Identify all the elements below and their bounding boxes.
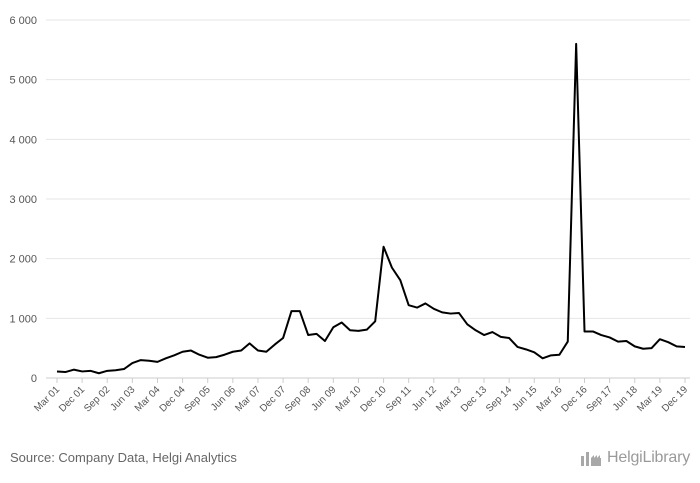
helgi-library-logo[interactable]: HelgiLibrary (579, 448, 690, 468)
x-tick-label: Dec 16 (559, 384, 589, 414)
x-tick-label: Jun 15 (510, 384, 539, 413)
y-tick-label: 5 000 (9, 75, 37, 87)
x-tick-label: Dec 04 (158, 384, 188, 414)
series-line (56, 42, 686, 375)
x-tick-label: Jun 09 (309, 384, 338, 413)
x-tick-label: Mar 01 (32, 384, 62, 414)
y-tick-label: 6 000 (9, 15, 37, 27)
x-tick-label: Mar 07 (233, 384, 263, 414)
factory-icon (581, 452, 602, 466)
x-tick-label: Sep 11 (384, 384, 414, 414)
y-axis-ticks: 0 1 000 2 000 3 000 4 000 5 000 6 000 (9, 15, 37, 385)
x-tick-label: Sep 17 (585, 384, 615, 414)
x-tick-label: Mar 10 (334, 384, 364, 414)
x-tick-label: Dec 10 (358, 384, 388, 414)
x-tick-label: Sep 05 (183, 384, 213, 414)
y-tick-label: 2 000 (9, 254, 37, 266)
y-tick-label: 4 000 (9, 134, 37, 146)
y-tick-label: 3 000 (9, 194, 37, 206)
y-tick-label: 1 000 (9, 313, 37, 325)
x-tick-label: Sep 14 (484, 384, 514, 414)
x-tick-label: Dec 07 (258, 384, 288, 414)
x-tick-label: Sep 08 (283, 384, 313, 414)
x-tick-label: Dec 19 (660, 384, 690, 414)
x-tick-label: Jun 12 (410, 384, 439, 413)
x-tick-label: Mar 13 (434, 384, 464, 414)
x-tick-label: Jun 06 (209, 384, 238, 413)
gridlines (46, 19, 690, 319)
footer: Source: Company Data, Helgi Analytics He… (0, 440, 700, 483)
x-tick-label: Dec 13 (459, 384, 489, 414)
x-tick-label: Mar 16 (535, 384, 565, 414)
x-tick-label: Sep 02 (82, 384, 112, 414)
source-note: Source: Company Data, Helgi Analytics (10, 450, 237, 465)
y-tick-label: 0 (31, 373, 37, 385)
x-tick-label: Mar 19 (635, 384, 665, 414)
x-tick-label: Mar 04 (133, 384, 163, 414)
x-tick-label: Dec 01 (57, 384, 87, 414)
x-tick-label: Jun 03 (108, 384, 137, 413)
logo-text: HelgiLibrary (607, 449, 690, 466)
x-tick-label: Jun 18 (611, 384, 640, 413)
